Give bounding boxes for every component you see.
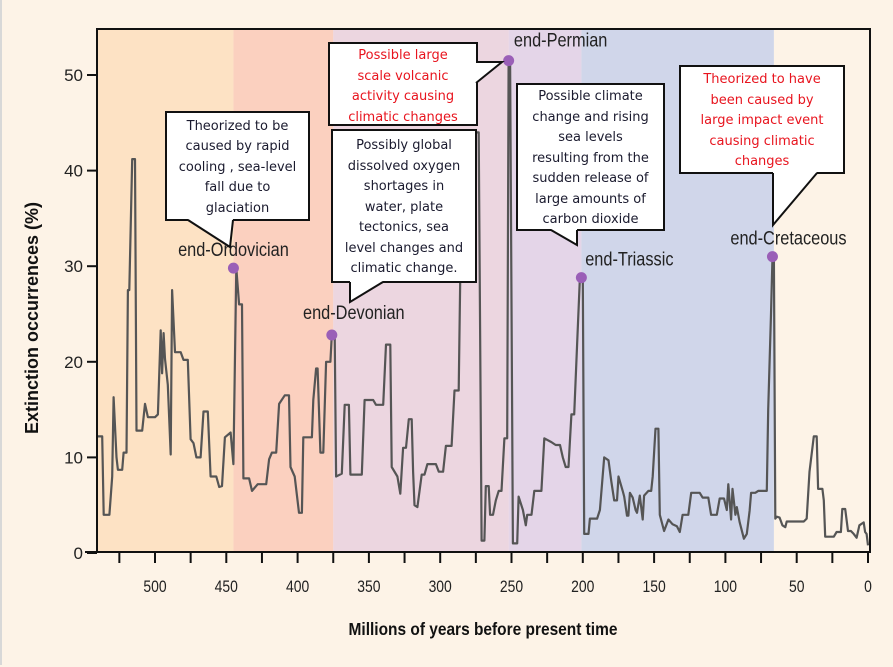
callout-line: Theorized to have — [703, 72, 821, 88]
callout-line: fall due to — [204, 180, 271, 196]
event-marker — [227, 262, 239, 274]
callout-line: climatic change. — [350, 261, 458, 277]
y-axis: 0 10 20 30 40 50 — [64, 29, 98, 563]
callout-end-ordovician: Theorized to be caused by rapid cooling , … — [165, 111, 310, 221]
event-marker — [503, 55, 515, 67]
callout-end-devonian: Possibly global dissolved oxygen shortages… — [331, 129, 477, 283]
event-marker — [766, 251, 778, 263]
x-tick-label: 350 — [357, 578, 381, 597]
x-tick-label: 200 — [571, 578, 595, 597]
callout-line: shortages in — [363, 179, 445, 195]
callout-line: activity causing — [351, 89, 455, 104]
y-tick-label: 0 — [74, 544, 83, 563]
period-band — [233, 29, 334, 552]
callout-line: sea levels — [558, 130, 623, 146]
callout-line: carbon dioxide — [542, 212, 639, 228]
y-tick-label: 50 — [64, 66, 83, 85]
period-band — [97, 29, 234, 552]
x-tick-label: 50 — [789, 578, 805, 597]
x-tick-label: 0 — [864, 578, 872, 597]
event-label: end-Cretaceous — [730, 227, 846, 248]
callout-line: climatic changes — [348, 109, 458, 125]
event-label: end-Triassic — [585, 249, 673, 270]
callout-line: Possibly global — [356, 138, 452, 154]
callout-line: large amounts of — [535, 191, 646, 207]
x-tick-label: 150 — [642, 578, 666, 597]
callout-line: glaciation — [205, 200, 270, 216]
callout-line: dissolved oxygen — [347, 158, 461, 174]
callout-line: Theorized to be — [186, 118, 289, 134]
callout-line: changes — [734, 154, 790, 170]
callout-end-triassic: Possible climate change and rising sea lev… — [516, 83, 665, 231]
callout-line: Possible large — [358, 48, 448, 63]
callout-line: caused by rapid — [185, 139, 290, 155]
y-axis-label: Extinction occurrences (%) — [22, 202, 42, 434]
callout-line: sudden release of — [532, 171, 649, 187]
callout-end-cretaceous: Theorized to have been caused by large imp… — [679, 65, 845, 174]
x-axis: 500 450 400 350 300 250 200 150 100 50 0 — [85, 551, 872, 597]
callout-end-permian: Possible large scale volcanic activity cau… — [328, 42, 478, 126]
y-tick-label: 30 — [64, 257, 83, 276]
event-label: end-Permian — [514, 30, 607, 51]
x-tick-label: 450 — [215, 578, 239, 597]
y-tick-label: 10 — [64, 448, 83, 467]
callout-line: Possible climate — [538, 89, 643, 105]
event-label: end-Devonian — [303, 302, 405, 323]
series-line-extinction — [96, 59, 870, 546]
x-tick-label: 100 — [714, 578, 738, 597]
event-marker — [575, 272, 587, 284]
y-tick-label: 40 — [64, 162, 83, 181]
x-tick-label: 250 — [500, 578, 524, 597]
callout-line: level changes and — [344, 240, 464, 256]
callout-line: cooling , sea-level — [178, 159, 297, 175]
callout-line: resulting from the — [532, 150, 649, 166]
callout-line: been caused by — [710, 92, 814, 108]
callout-line: water, plate — [364, 199, 444, 215]
callout-line: scale volcanic — [357, 68, 449, 84]
extinction-events: end-Ordovician end-Devonian end-Permian end… — [178, 30, 847, 341]
callout-line: change and rising — [532, 109, 649, 125]
y-tick-label: 20 — [64, 353, 83, 372]
callout-line: causing climatic — [709, 133, 815, 149]
x-tick-label: 400 — [286, 578, 310, 597]
event-label: end-Ordovician — [178, 239, 289, 260]
x-tick-label: 500 — [143, 578, 167, 597]
callout-line: large impact event — [700, 113, 824, 129]
x-axis-label: Millions of years before present time — [349, 619, 618, 639]
event-marker — [326, 329, 338, 341]
callout-line: tectonics, sea — [358, 220, 450, 236]
x-tick-label: 300 — [429, 578, 453, 597]
